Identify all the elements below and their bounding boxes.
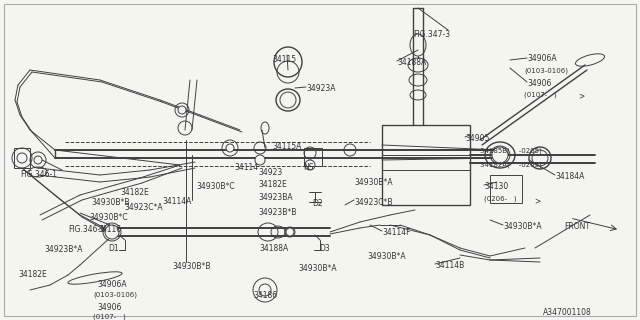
- Text: 34930B*A: 34930B*A: [503, 222, 541, 231]
- Text: 34184A: 34184A: [555, 172, 584, 181]
- Text: 34182E: 34182E: [18, 270, 47, 279]
- Text: FIG.346-1: FIG.346-1: [20, 170, 57, 179]
- Text: 34114A: 34114A: [162, 197, 191, 206]
- Text: (0103-0106): (0103-0106): [524, 67, 568, 74]
- Circle shape: [178, 106, 186, 114]
- Text: 34930B*C: 34930B*C: [89, 213, 127, 222]
- Text: 34115A: 34115A: [272, 142, 301, 151]
- Text: FRONT: FRONT: [564, 222, 590, 231]
- Circle shape: [255, 155, 265, 165]
- Text: 34188A: 34188A: [259, 244, 288, 253]
- Text: 34116: 34116: [97, 225, 121, 234]
- Text: 34906: 34906: [527, 79, 552, 88]
- Text: A347001108: A347001108: [543, 308, 592, 317]
- Text: 34182E: 34182E: [258, 180, 287, 189]
- Text: 34905: 34905: [465, 134, 490, 143]
- Text: 34115: 34115: [272, 55, 296, 64]
- Text: 34182E: 34182E: [120, 188, 148, 197]
- Text: 34923C*B: 34923C*B: [354, 198, 392, 207]
- Circle shape: [492, 147, 508, 163]
- Text: D1: D1: [108, 244, 118, 253]
- Text: D3: D3: [319, 244, 330, 253]
- Text: 34930B*A: 34930B*A: [354, 178, 392, 187]
- Text: (0107-   ): (0107- ): [93, 314, 125, 320]
- Text: 34923BA: 34923BA: [258, 193, 292, 202]
- Text: 34906A: 34906A: [97, 280, 127, 289]
- Text: >: >: [534, 196, 540, 205]
- Bar: [304, 148, 322, 166]
- Text: (0103-0106): (0103-0106): [93, 292, 137, 299]
- Text: 34923A: 34923A: [306, 84, 335, 93]
- Circle shape: [34, 156, 42, 164]
- Text: 34114: 34114: [234, 163, 258, 172]
- Text: 34923: 34923: [258, 168, 282, 177]
- Text: 34923B*B: 34923B*B: [258, 208, 296, 217]
- Text: 34182A(    -0205): 34182A( -0205): [480, 161, 541, 167]
- Text: 34930B*B: 34930B*B: [172, 262, 211, 271]
- Text: 34130: 34130: [484, 182, 508, 191]
- Text: FIG.347-3: FIG.347-3: [413, 30, 450, 39]
- Text: NS: NS: [303, 163, 314, 172]
- Bar: [490, 175, 522, 203]
- Text: 34186: 34186: [253, 291, 277, 300]
- Circle shape: [105, 225, 119, 239]
- Text: (0206-   ): (0206- ): [484, 196, 516, 203]
- Text: 34923C*A: 34923C*A: [124, 203, 163, 212]
- Text: 34930B*B: 34930B*B: [91, 198, 129, 207]
- Text: 34114B: 34114B: [435, 261, 464, 270]
- Circle shape: [259, 284, 271, 296]
- Text: FIG.346-1: FIG.346-1: [68, 225, 105, 234]
- Text: 34906: 34906: [97, 303, 122, 312]
- Text: 34188A: 34188A: [397, 58, 426, 67]
- Text: 34930B*A: 34930B*A: [298, 264, 337, 273]
- Text: D2: D2: [312, 199, 323, 208]
- Text: (0107-   ): (0107- ): [524, 91, 557, 98]
- Text: >: >: [578, 91, 584, 100]
- Text: 34114F: 34114F: [382, 228, 410, 237]
- Circle shape: [286, 228, 294, 236]
- Text: 34906A: 34906A: [527, 54, 557, 63]
- Text: 34930B*C: 34930B*C: [196, 182, 235, 191]
- Bar: [382, 125, 470, 205]
- Circle shape: [305, 160, 315, 170]
- Circle shape: [226, 144, 234, 152]
- Text: 34930B*A: 34930B*A: [367, 252, 406, 261]
- Bar: [14, 148, 30, 168]
- Text: 34923B*A: 34923B*A: [44, 245, 83, 254]
- Text: 34185B(    -0205): 34185B( -0205): [480, 148, 541, 155]
